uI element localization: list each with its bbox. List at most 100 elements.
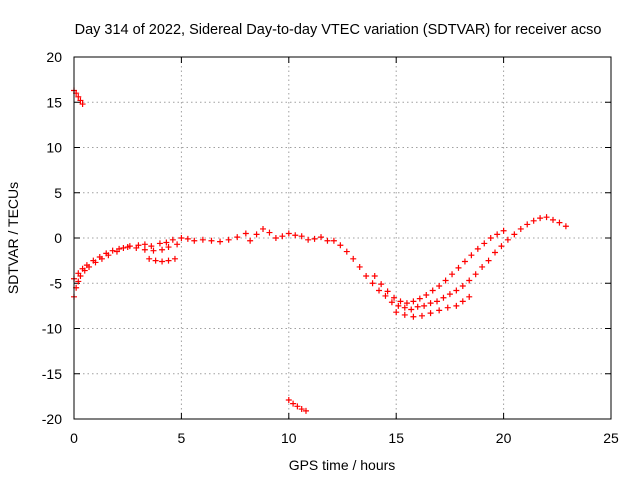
data-point bbox=[285, 230, 292, 237]
y-tick-label: 10 bbox=[46, 140, 62, 156]
data-point bbox=[290, 400, 297, 407]
data-point bbox=[446, 291, 453, 298]
data-point bbox=[311, 235, 318, 242]
data-point bbox=[461, 258, 468, 265]
data-point bbox=[234, 234, 241, 241]
data-point bbox=[524, 221, 531, 228]
data-point bbox=[429, 287, 436, 294]
data-point bbox=[253, 231, 260, 238]
series-early-excursion bbox=[71, 87, 86, 108]
axis-ticks bbox=[73, 56, 612, 420]
data-point bbox=[449, 271, 456, 278]
data-point bbox=[75, 93, 82, 100]
data-point bbox=[384, 288, 391, 295]
data-point bbox=[260, 225, 267, 232]
data-point bbox=[305, 236, 312, 243]
x-tick-label: 5 bbox=[178, 430, 186, 446]
data-point bbox=[350, 255, 357, 262]
data-point bbox=[159, 258, 166, 265]
data-point bbox=[401, 311, 408, 318]
data-point bbox=[500, 227, 507, 234]
data-point bbox=[494, 231, 501, 238]
data-point bbox=[403, 300, 410, 307]
data-point bbox=[171, 255, 178, 262]
y-tick-label: 15 bbox=[46, 94, 62, 110]
data-point bbox=[530, 217, 537, 224]
data-point bbox=[124, 244, 131, 251]
data-point bbox=[150, 247, 157, 254]
x-tick-label: 0 bbox=[70, 430, 78, 446]
data-point bbox=[79, 101, 86, 108]
series-lower-branch bbox=[146, 255, 473, 320]
data-point bbox=[165, 244, 172, 251]
data-point bbox=[479, 263, 486, 270]
data-point bbox=[492, 249, 499, 256]
data-point bbox=[382, 292, 389, 299]
data-point bbox=[562, 223, 569, 230]
data-point bbox=[481, 240, 488, 247]
data-point bbox=[163, 239, 170, 246]
data-point bbox=[174, 241, 181, 248]
data-point bbox=[466, 293, 473, 300]
series-low-excursion bbox=[285, 396, 309, 414]
chart-title: Day 314 of 2022, Sidereal Day-to-day VTE… bbox=[75, 22, 602, 38]
data-point bbox=[393, 309, 400, 316]
data-point bbox=[120, 244, 127, 251]
data-point bbox=[388, 299, 395, 306]
data-point bbox=[292, 232, 299, 239]
data-point bbox=[418, 312, 425, 319]
data-point bbox=[453, 287, 460, 294]
data-point bbox=[455, 264, 462, 271]
data-point bbox=[191, 237, 198, 244]
data-point bbox=[152, 257, 159, 264]
data-point bbox=[225, 236, 232, 243]
data-point bbox=[517, 225, 524, 232]
data-point bbox=[421, 302, 428, 309]
data-point bbox=[159, 246, 166, 253]
data-point bbox=[247, 237, 254, 244]
data-point bbox=[96, 254, 103, 261]
data-point bbox=[556, 219, 563, 226]
x-tick-label: 20 bbox=[496, 430, 512, 446]
data-point bbox=[397, 298, 404, 305]
data-point bbox=[141, 246, 148, 253]
series-main-trace bbox=[71, 214, 569, 313]
data-point bbox=[116, 245, 123, 252]
x-axis-label: GPS time / hours bbox=[289, 457, 396, 473]
data-point bbox=[285, 396, 292, 403]
data-point bbox=[401, 304, 408, 311]
y-axis-label: SDTVAR / TECUs bbox=[5, 182, 21, 294]
data-point bbox=[298, 406, 305, 413]
data-point bbox=[444, 304, 451, 311]
data-point bbox=[318, 234, 325, 241]
data-point bbox=[414, 303, 421, 310]
x-tick-label: 25 bbox=[603, 430, 619, 446]
data-point bbox=[487, 235, 494, 241]
data-point bbox=[436, 282, 443, 289]
data-point bbox=[75, 278, 82, 285]
data-point bbox=[376, 287, 383, 294]
data-point bbox=[330, 237, 337, 244]
data-point bbox=[459, 282, 466, 289]
data-point bbox=[466, 277, 473, 284]
data-point bbox=[511, 231, 518, 238]
data-point bbox=[472, 271, 479, 278]
data-point bbox=[178, 235, 185, 241]
data-point bbox=[133, 244, 140, 251]
tick-labels: 0 5 10 15 20 25 -20 -15 -10 -5 0 5 10 15 20 bbox=[42, 49, 619, 446]
data-point bbox=[90, 257, 97, 264]
data-point bbox=[75, 270, 82, 277]
data-point bbox=[356, 263, 363, 270]
y-tick-label: -10 bbox=[42, 321, 62, 337]
data-point bbox=[208, 237, 215, 244]
data-point bbox=[395, 302, 402, 309]
data-point bbox=[378, 281, 385, 288]
y-tick-label: -5 bbox=[50, 275, 63, 291]
data-point bbox=[369, 280, 376, 287]
data-point bbox=[410, 313, 417, 320]
data-point bbox=[453, 302, 460, 309]
data-point bbox=[83, 262, 90, 269]
data-point bbox=[434, 298, 441, 305]
series-secondary-trace bbox=[71, 227, 507, 307]
